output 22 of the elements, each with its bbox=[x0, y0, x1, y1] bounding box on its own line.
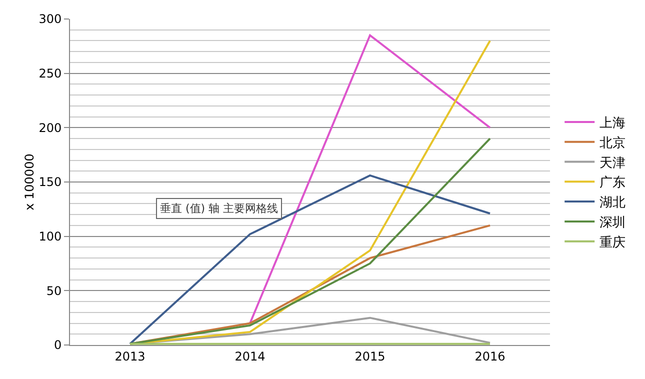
annotation: 垂直 (值) 轴 主要网格线 bbox=[160, 202, 278, 215]
y-tick-label: 300 bbox=[38, 12, 62, 26]
line-series bbox=[129, 174, 491, 345]
legend-label: 上海 bbox=[600, 116, 626, 132]
legend-label: 深圳 bbox=[600, 216, 626, 231]
y-tick-label: 0 bbox=[54, 338, 62, 352]
y-tick-label: 50 bbox=[46, 284, 62, 298]
y-tick-label: 100 bbox=[38, 230, 62, 244]
x-tick-label: 2016 bbox=[474, 349, 506, 364]
x-tick-label: 2013 bbox=[114, 349, 146, 364]
y-tick-label: 150 bbox=[38, 175, 62, 190]
y-tick-label: 200 bbox=[38, 120, 62, 135]
x-tick-label: 2015 bbox=[354, 349, 386, 364]
y-tick-label: 250 bbox=[38, 66, 62, 81]
legend-label: 天津 bbox=[600, 156, 626, 171]
legend-label: 广东 bbox=[600, 176, 626, 191]
x-tick-label: 2014 bbox=[234, 349, 266, 364]
line-series bbox=[129, 138, 491, 345]
legend-label: 重庆 bbox=[600, 235, 626, 250]
legend-label: 湖北 bbox=[600, 196, 626, 211]
legend-label: 北京 bbox=[600, 136, 626, 151]
y-axis-title: x 100000 bbox=[22, 154, 37, 210]
